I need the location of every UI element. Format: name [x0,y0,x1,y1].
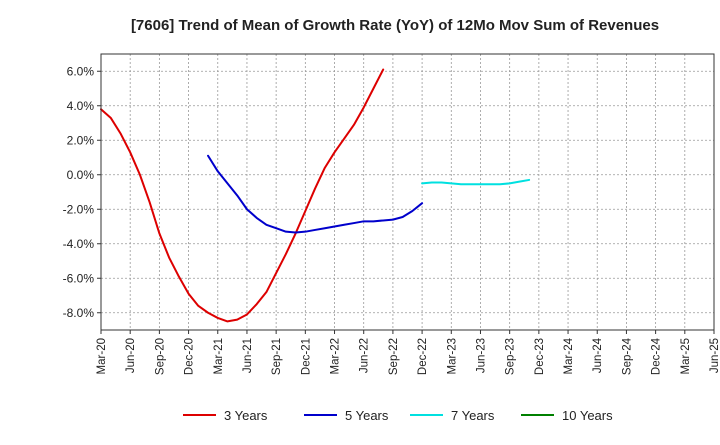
y-tick-label: 2.0% [67,133,95,147]
chart-title: [7606] Trend of Mean of Growth Rate (YoY… [131,17,659,34]
legend-label-7-years: 7 Years [451,408,495,423]
x-tick-label: Mar-24 [563,337,575,374]
x-tick-label: Jun-20 [125,338,137,373]
x-tick-label: Dec-23 [534,338,546,375]
plot-area-border [100,53,715,331]
x-tick-label: Jun-22 [359,338,371,373]
y-tick-label: -8.0% [63,306,95,320]
series-line-5-years [207,154,424,234]
x-tick-label: Sep-20 [154,338,166,375]
x-tick-label: Mar-23 [446,338,458,374]
x-tick-label: Jun-25 [709,338,720,373]
series-line-7-years [421,178,531,186]
y-tick-label: 6.0% [67,64,95,78]
x-tick-label: Dec-22 [417,338,429,375]
x-tick-label: Jun-21 [242,338,254,373]
y-tick-label: -4.0% [63,237,95,251]
x-axis-ticks: Mar-20 Jun-20 Sep-20 Dec-20 Mar-21 Jun-21 Sep-… [96,330,720,375]
x-tick-label: Mar-25 [680,338,692,374]
plot-lines [100,68,531,323]
x-tick-label: Sep-23 [505,338,517,375]
x-tick-label: Dec-21 [300,338,312,375]
y-tick-label: 4.0% [67,99,95,113]
x-tick-label: Dec-20 [184,338,196,375]
x-tick-label: Jun-23 [475,338,487,373]
y-tick-label: -2.0% [63,202,95,216]
y-axis-ticks: -8.0% -6.0% -4.0% -2.0% 0.0% 2.0% 4.0% 6.0% [63,64,101,320]
x-tick-label: Sep-24 [621,337,633,375]
x-tick-label: Sep-22 [388,338,400,375]
x-tick-label: Sep-21 [271,338,283,375]
y-tick-label: -6.0% [63,271,95,285]
x-tick-label: Mar-22 [330,338,342,374]
legend-label-3-years: 3 Years [224,408,268,423]
grid [101,54,714,330]
legend-label-10-years: 10 Years [562,408,613,423]
y-tick-label: 0.0% [67,168,95,182]
series-line-3-years [100,68,385,323]
x-tick-label: Mar-20 [96,338,108,374]
legend: 3 Years 5 Years 7 Years 10 Years [183,408,613,423]
legend-label-5-years: 5 Years [345,408,389,423]
x-tick-label: Mar-21 [213,338,225,374]
x-tick-label: Jun-24 [592,337,604,373]
x-tick-label: Dec-24 [651,337,663,375]
